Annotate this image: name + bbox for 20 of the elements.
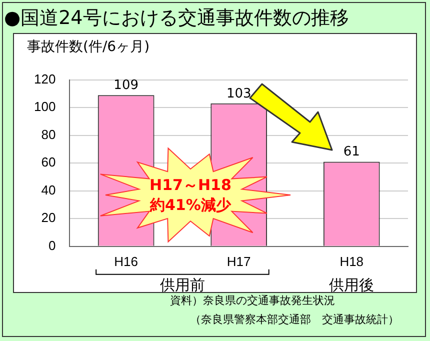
y-tick-label: 80 bbox=[41, 126, 56, 142]
y-tick-label: 40 bbox=[41, 182, 56, 198]
x-tick-label: H18 bbox=[340, 254, 364, 269]
data-label: 103 bbox=[226, 86, 252, 102]
y-tick-label: 120 bbox=[34, 71, 56, 86]
text: 供用後 bbox=[329, 276, 374, 295]
x-tick-label: H17 bbox=[226, 254, 251, 269]
y-tick-label: 20 bbox=[41, 210, 56, 226]
text: 供用前 bbox=[160, 276, 205, 295]
data-label: 61 bbox=[343, 144, 360, 160]
y-axis-title: 事故件数(件/6ヶ月) bbox=[27, 38, 150, 56]
data-label: 109 bbox=[114, 78, 138, 93]
y-tick-label: 0 bbox=[48, 238, 56, 253]
x-tick-label: H16 bbox=[114, 254, 138, 269]
annotation: H17～H18 約41%減少 bbox=[150, 175, 232, 216]
text: （奈良県警察本部交通部 交通事故統計） bbox=[190, 312, 399, 327]
y-tick-label: 100 bbox=[34, 99, 56, 114]
text: 資料）奈良県の交通事故発生状況 bbox=[170, 293, 335, 308]
chart-title: ●国道24号における交通事故件数の推移 bbox=[4, 6, 349, 31]
y-tick-label: 60 bbox=[41, 154, 56, 170]
